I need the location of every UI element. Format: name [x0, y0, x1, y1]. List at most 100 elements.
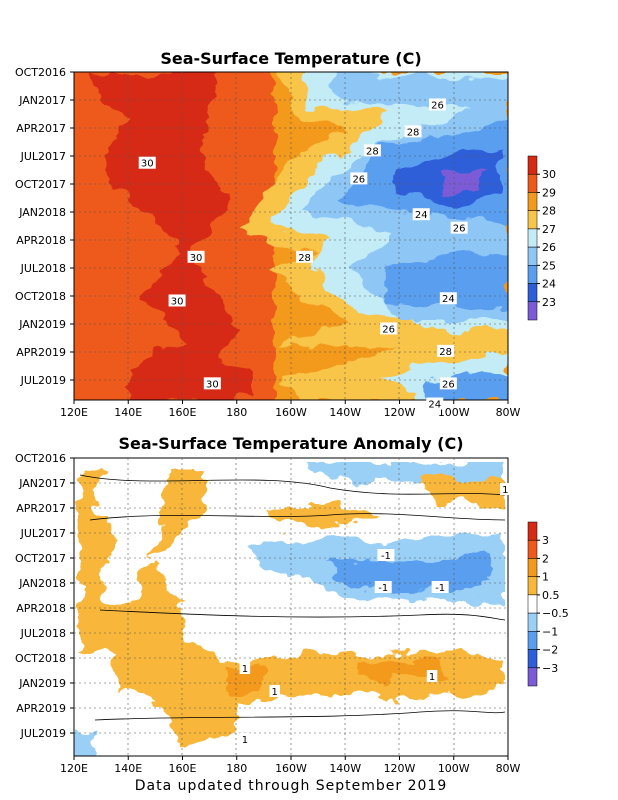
- y-tick-label: JUL2019: [20, 727, 66, 740]
- colorbar-label: 24: [542, 278, 556, 291]
- y-tick-label: JUL2018: [20, 262, 66, 275]
- sst-fill-30: [90, 72, 250, 400]
- colorbar-swatch: [527, 667, 538, 687]
- colorbar-swatch: [527, 576, 538, 596]
- y-tick-label: JAN2018: [18, 577, 66, 590]
- contour-label-text: -1: [378, 583, 388, 594]
- colorbar-label: 0.5: [542, 589, 560, 602]
- x-tick-label: 140E: [114, 406, 142, 419]
- colorbar-label: −3: [542, 662, 558, 675]
- colorbar-label: 29: [542, 186, 556, 199]
- contour-label-box: [450, 221, 468, 234]
- contour-label: 26: [428, 98, 446, 111]
- colorbar-swatch: [527, 210, 538, 230]
- contour-label-box: [500, 483, 511, 495]
- contour-label: 26: [380, 322, 398, 335]
- anom-neg-w1: [74, 730, 95, 756]
- anom-neg-top: [300, 462, 505, 482]
- contour-label-text: 28: [366, 146, 379, 157]
- colorbar-label: 26: [542, 241, 556, 254]
- contour-label: 1: [500, 483, 511, 496]
- y-tick-label: JAN2017: [18, 94, 66, 107]
- contour-label-text: 1: [272, 687, 278, 698]
- y-tick-label: JUL2019: [20, 374, 66, 387]
- colorbar-swatch: [527, 228, 538, 248]
- colorbar-swatch: [527, 246, 538, 266]
- contour-label-box: [239, 662, 251, 674]
- y-tick-label: JUL2017: [20, 150, 66, 163]
- contour-label-text: 26: [382, 324, 395, 335]
- contour-label-box: [439, 292, 457, 305]
- colorbar-label: 23: [542, 296, 556, 309]
- y-tick-label: APR2018: [16, 234, 66, 247]
- contour-label-text: 28: [298, 253, 311, 264]
- contour-label: 1: [239, 733, 251, 746]
- anom-pos-mid: [260, 505, 380, 528]
- contour-label-box: [350, 172, 368, 185]
- anomaly-panel: Sea-Surface Temperature Anomaly (C): [15, 434, 569, 775]
- contour-label-text: 26: [431, 100, 444, 111]
- y-tick-label: OCT2018: [15, 290, 66, 303]
- contour-label: -1: [431, 581, 449, 594]
- colorbar-swatch: [527, 539, 538, 559]
- y-tick-label: APR2017: [16, 122, 66, 135]
- x-tick-label: 140E: [114, 762, 142, 775]
- contour-label: 28: [363, 144, 381, 157]
- contour-label: 30: [138, 156, 156, 170]
- contour-label-text: 26: [352, 174, 365, 185]
- anomaly-field: [74, 458, 508, 756]
- colorbar-swatch: [527, 265, 538, 284]
- contour-label-text: 1: [242, 664, 248, 675]
- y-tick-label: APR2018: [16, 602, 66, 615]
- y-tick-label: JAN2019: [18, 318, 66, 331]
- contour-label: -1: [374, 581, 392, 594]
- colorbar-label: 30: [542, 168, 556, 181]
- contour-label-box: [296, 250, 314, 263]
- x-tick-label: 80W: [496, 406, 521, 419]
- contour-label-text: -1: [435, 583, 445, 594]
- contour-label: 28: [404, 125, 422, 138]
- x-tick-label: 120W: [384, 406, 416, 419]
- x-tick-label: 160W: [275, 406, 307, 419]
- contour-label-box: [412, 208, 430, 221]
- colorbar-swatch: [527, 173, 538, 193]
- contour-label-box: [437, 344, 455, 357]
- contour-label-text: 24: [415, 210, 428, 221]
- contour-label-text: 24: [428, 400, 441, 411]
- colorbar-swatch: [527, 192, 538, 211]
- y-tick-label: OCT2017: [15, 178, 66, 191]
- y-tick-label: JAN2017: [18, 477, 66, 490]
- contour-label: 24: [412, 208, 430, 221]
- y-tick-label: APR2017: [16, 502, 66, 515]
- contour-label: -1: [377, 549, 395, 562]
- colorbar-swatch: [527, 612, 538, 632]
- contour-label-text: 30: [206, 379, 219, 390]
- contour-label: 1: [426, 670, 438, 683]
- colorbar-label: −1: [542, 625, 558, 638]
- contour-label-text: 26: [442, 379, 455, 390]
- x-tick-label: 180: [226, 762, 247, 775]
- x-tick-label: 100W: [438, 762, 470, 775]
- contour-label-box: [138, 156, 156, 169]
- colorbar-swatch: [527, 155, 538, 175]
- x-tick-label: 140W: [329, 406, 361, 419]
- contour-label-text: 30: [171, 296, 184, 307]
- colorbar-swatch: [527, 594, 538, 614]
- y-tick-label: OCT2016: [15, 452, 66, 465]
- y-tick-label: OCT2017: [15, 552, 66, 565]
- y-tick-label: APR2019: [16, 346, 66, 359]
- x-tick-label: 120E: [60, 406, 88, 419]
- contour-label-box: [374, 581, 392, 593]
- contour-label-box: [363, 144, 381, 157]
- contour-label: 1: [269, 685, 280, 698]
- colorbar-label: 3: [542, 534, 549, 547]
- sst-panel: Sea-Surface Temperature (C): [15, 49, 556, 419]
- x-tick-label: 120E: [60, 762, 88, 775]
- sst-fill-25-bot: [420, 370, 508, 400]
- contour-label-box: [187, 250, 205, 263]
- contour-label-box: [239, 733, 251, 745]
- x-tick-label: 160W: [275, 762, 307, 775]
- y-tick-label: OCT2016: [15, 66, 66, 79]
- contour-label: 1: [239, 662, 251, 675]
